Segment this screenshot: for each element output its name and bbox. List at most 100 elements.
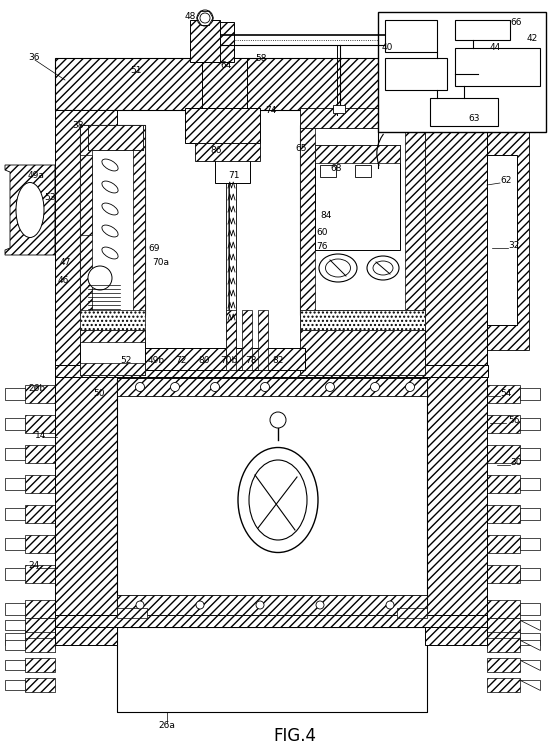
Bar xyxy=(55,365,488,377)
Bar xyxy=(215,158,250,183)
Polygon shape xyxy=(5,508,25,520)
Text: 14: 14 xyxy=(35,431,46,440)
Bar xyxy=(315,145,400,163)
Text: 82: 82 xyxy=(272,355,283,364)
Circle shape xyxy=(88,266,112,290)
Text: 70b: 70b xyxy=(220,355,237,364)
Bar xyxy=(300,125,420,315)
Polygon shape xyxy=(25,445,55,463)
Bar xyxy=(55,110,117,370)
Polygon shape xyxy=(487,535,520,553)
Polygon shape xyxy=(487,385,520,403)
Polygon shape xyxy=(5,603,25,615)
Bar xyxy=(117,595,427,615)
Circle shape xyxy=(386,601,394,609)
Text: 64: 64 xyxy=(220,61,231,70)
Bar xyxy=(133,125,145,315)
Bar xyxy=(55,58,488,110)
Polygon shape xyxy=(520,418,540,430)
Bar xyxy=(80,363,145,375)
Text: 84: 84 xyxy=(320,210,331,219)
Circle shape xyxy=(316,601,324,609)
Text: 32: 32 xyxy=(508,241,519,250)
Polygon shape xyxy=(5,640,25,650)
Polygon shape xyxy=(487,600,520,618)
Polygon shape xyxy=(520,448,540,460)
Text: 26b: 26b xyxy=(28,384,45,393)
Text: 70a: 70a xyxy=(152,257,169,266)
Ellipse shape xyxy=(102,247,118,259)
Text: 36: 36 xyxy=(28,52,40,61)
Bar xyxy=(258,310,268,370)
Bar xyxy=(320,165,336,177)
Bar xyxy=(425,370,487,645)
Circle shape xyxy=(405,382,415,391)
Bar xyxy=(355,165,371,177)
Polygon shape xyxy=(25,505,55,523)
Text: 56: 56 xyxy=(508,415,519,425)
Polygon shape xyxy=(487,415,520,433)
Bar xyxy=(242,310,252,370)
Bar xyxy=(300,310,425,330)
Circle shape xyxy=(196,601,204,609)
Bar xyxy=(300,108,425,128)
Bar xyxy=(226,310,236,370)
Text: 44: 44 xyxy=(490,43,501,52)
Bar xyxy=(300,330,425,375)
Bar xyxy=(117,608,147,618)
Circle shape xyxy=(197,10,213,26)
Bar xyxy=(385,20,437,52)
Polygon shape xyxy=(5,165,55,255)
Polygon shape xyxy=(487,658,520,672)
Text: 76: 76 xyxy=(316,242,328,251)
Ellipse shape xyxy=(102,203,118,215)
Circle shape xyxy=(170,382,179,391)
Polygon shape xyxy=(487,445,520,463)
Ellipse shape xyxy=(249,460,307,540)
Text: 48: 48 xyxy=(185,11,196,20)
Bar xyxy=(117,378,427,608)
Bar xyxy=(300,125,315,315)
Bar xyxy=(117,378,427,396)
Text: 49b: 49b xyxy=(148,355,165,364)
Text: 62: 62 xyxy=(500,176,511,185)
Polygon shape xyxy=(520,640,540,650)
Circle shape xyxy=(135,382,144,391)
Polygon shape xyxy=(5,538,25,550)
Polygon shape xyxy=(487,678,520,692)
Text: 66: 66 xyxy=(510,17,522,26)
Polygon shape xyxy=(25,618,55,632)
Polygon shape xyxy=(25,600,55,618)
Polygon shape xyxy=(25,658,55,672)
Polygon shape xyxy=(25,475,55,493)
Polygon shape xyxy=(25,678,55,692)
Polygon shape xyxy=(487,505,520,523)
Circle shape xyxy=(270,412,286,428)
Bar xyxy=(385,58,447,90)
Circle shape xyxy=(325,382,334,391)
Text: 38: 38 xyxy=(72,120,83,129)
Ellipse shape xyxy=(319,254,357,282)
Polygon shape xyxy=(5,418,25,430)
Text: 72: 72 xyxy=(175,355,186,364)
Polygon shape xyxy=(520,568,540,580)
Bar xyxy=(80,330,145,375)
Bar xyxy=(88,125,143,150)
Text: 52: 52 xyxy=(120,355,131,364)
Bar xyxy=(80,155,92,235)
Text: 68: 68 xyxy=(330,164,342,173)
Bar xyxy=(397,608,427,618)
Bar xyxy=(55,370,117,645)
Text: 53: 53 xyxy=(44,192,55,201)
Bar xyxy=(300,310,425,330)
Polygon shape xyxy=(487,638,520,652)
Polygon shape xyxy=(25,565,55,583)
Text: 47: 47 xyxy=(60,257,72,266)
Text: 54: 54 xyxy=(500,388,511,397)
Bar xyxy=(430,98,498,126)
Polygon shape xyxy=(520,388,540,400)
Circle shape xyxy=(256,601,264,609)
Text: 58: 58 xyxy=(255,54,267,63)
Bar xyxy=(145,348,305,370)
Polygon shape xyxy=(25,385,55,403)
